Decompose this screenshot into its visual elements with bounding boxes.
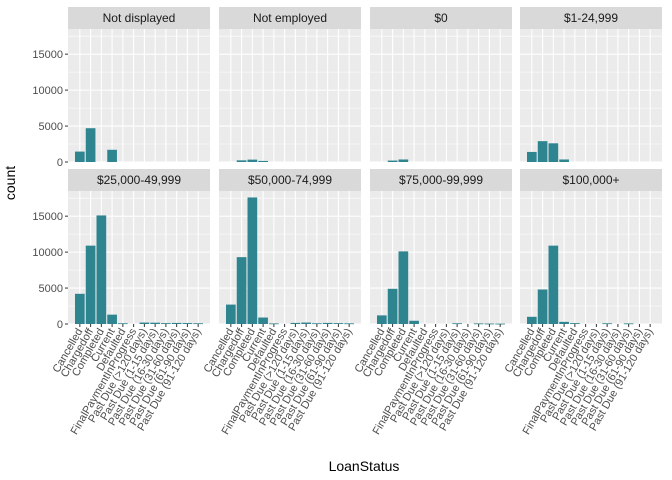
facet-strip: [219, 7, 361, 29]
bar: [409, 320, 419, 324]
y-tick-label: 10000: [32, 85, 63, 97]
bar: [301, 322, 311, 324]
y-tick-label: 15000: [32, 211, 63, 223]
facet-strip: [520, 7, 662, 29]
bar: [526, 151, 537, 162]
bar: [376, 315, 387, 324]
y-tick-label: 15000: [32, 49, 63, 61]
bar: [258, 160, 268, 162]
bar: [107, 149, 117, 162]
facet-strip-label: $75,000-99,999: [399, 173, 483, 187]
facet-strip: [219, 169, 361, 191]
bar: [623, 323, 634, 325]
bar: [225, 304, 236, 324]
bar: [236, 160, 247, 162]
facet-panel: Not displayed: [68, 7, 210, 163]
bar: [74, 151, 85, 162]
facet-strip-label: Not employed: [253, 11, 327, 25]
bar: [452, 323, 462, 325]
bar: [182, 323, 193, 324]
bar: [85, 128, 96, 162]
bar: [602, 323, 612, 325]
y-tick-label: 10000: [32, 247, 63, 259]
facet-strip-label: $50,000-74,999: [248, 173, 332, 187]
facet-strip-label: Not displayed: [103, 11, 176, 25]
panel-background: [520, 29, 662, 162]
bar: [398, 251, 409, 324]
bar: [570, 323, 580, 324]
bar: [387, 160, 398, 162]
y-tick-label: 0: [57, 157, 63, 169]
bar: [548, 245, 559, 324]
bar: [258, 317, 268, 324]
panels-layer: Not displayed Not employed $0 $1-24,999 $25,…: [68, 7, 662, 325]
bar: [537, 141, 548, 162]
y-tick-label: 5000: [39, 283, 63, 295]
bar: [387, 288, 398, 324]
bar: [74, 293, 85, 324]
facet-panel: $50,000-74,999: [219, 169, 361, 325]
y-tick-label: 5000: [39, 121, 63, 133]
y-tick-label: 0: [57, 319, 63, 331]
y-axis-title: count: [2, 166, 18, 200]
facet-strip-label: $100,000+: [562, 173, 619, 187]
x-axes-layer: CancelledChargedoffCompletedCurrentDefau…: [51, 324, 656, 437]
bar: [537, 289, 548, 324]
bar: [236, 257, 247, 324]
facet-panel: $25,000-49,999: [68, 169, 210, 325]
bar: [85, 245, 96, 324]
bar: [484, 323, 495, 325]
facet-panel: $1-24,999: [520, 7, 662, 163]
facet-strip-label: $0: [434, 11, 448, 25]
facet-panel: $0: [370, 7, 512, 163]
bar: [118, 323, 128, 325]
bar: [107, 314, 117, 324]
bar: [247, 197, 258, 324]
facet-panel: $100,000+: [520, 169, 662, 325]
bar: [559, 159, 569, 162]
x-axis-title: LoanStatus: [329, 458, 400, 474]
bar: [559, 321, 569, 324]
bar: [312, 323, 322, 325]
facet-panel: $75,000-99,999: [370, 169, 512, 325]
facet-strip-label: $1-24,999: [564, 11, 618, 25]
bar: [290, 322, 301, 324]
facet-strip-label: $25,000-49,999: [97, 173, 181, 187]
bar: [171, 322, 182, 324]
bar: [247, 159, 258, 162]
facet-strip: [520, 169, 662, 191]
bar: [150, 322, 160, 324]
facet-strip: [370, 169, 512, 191]
bar: [269, 323, 279, 325]
facet-strip: [68, 169, 210, 191]
bar: [96, 215, 107, 324]
bar: [333, 323, 344, 324]
panel-background: [219, 29, 361, 162]
bar: [526, 316, 537, 324]
bar: [193, 323, 204, 325]
facet-strip: [370, 7, 512, 29]
bar: [473, 323, 484, 325]
facet-panel: Not employed: [219, 7, 361, 163]
bar: [139, 322, 150, 324]
panel-background: [370, 29, 512, 162]
bar: [322, 322, 333, 324]
facet-strip: [68, 7, 210, 29]
bar: [344, 323, 355, 325]
y-axes-layer: 0 5000 10000 15000 0 5000 10000 15000: [32, 49, 68, 331]
bar: [161, 323, 171, 324]
bar: [548, 143, 559, 162]
bar: [398, 159, 409, 162]
